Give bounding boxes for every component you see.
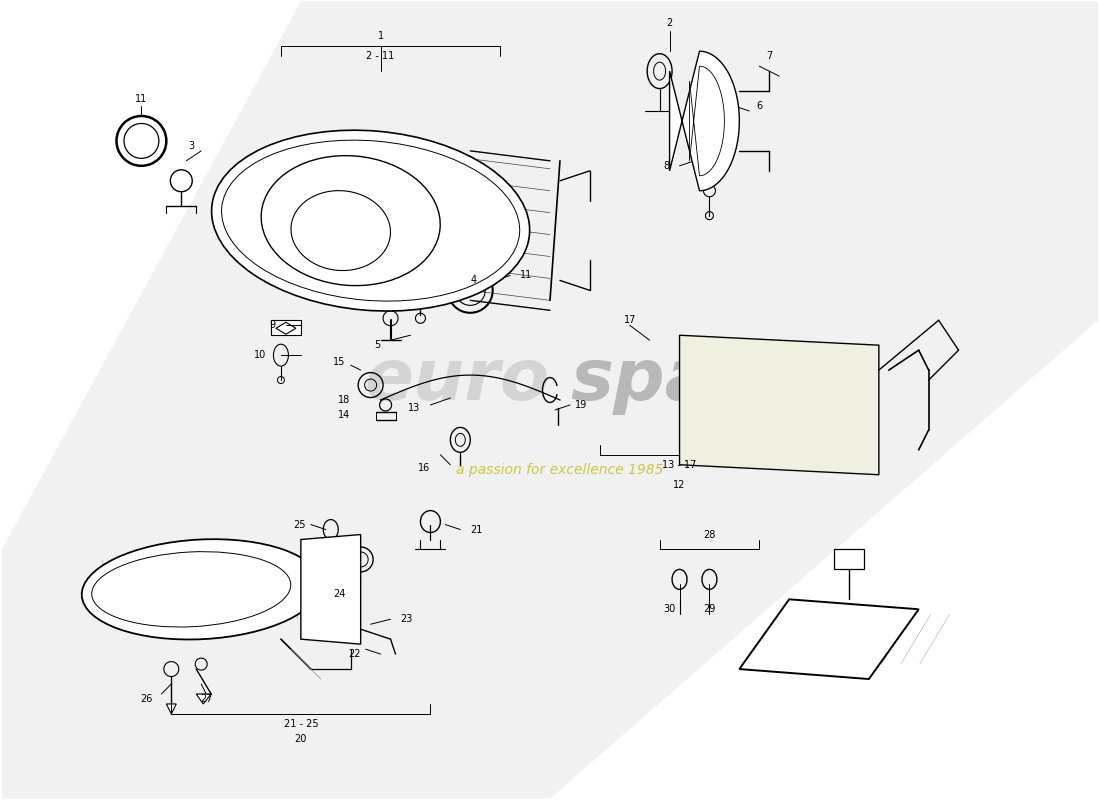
- Polygon shape: [301, 534, 361, 644]
- Text: 27: 27: [200, 694, 212, 704]
- Text: 29: 29: [703, 604, 716, 614]
- Text: 26: 26: [140, 694, 153, 704]
- Text: 28: 28: [703, 530, 716, 539]
- Text: 13 - 17: 13 - 17: [662, 460, 696, 470]
- Polygon shape: [271, 320, 301, 335]
- Text: 1: 1: [377, 31, 384, 42]
- Ellipse shape: [91, 552, 290, 627]
- Ellipse shape: [81, 539, 321, 639]
- Text: 4: 4: [471, 275, 476, 286]
- Text: 6: 6: [756, 101, 762, 111]
- Ellipse shape: [261, 156, 440, 286]
- Text: 10: 10: [254, 350, 266, 360]
- Polygon shape: [834, 550, 864, 570]
- Polygon shape: [690, 66, 725, 176]
- Text: 11: 11: [135, 94, 147, 104]
- Text: 21 - 25: 21 - 25: [284, 719, 318, 729]
- Text: euro: euro: [364, 346, 550, 414]
- Polygon shape: [196, 694, 211, 704]
- Text: 16: 16: [418, 462, 430, 473]
- Text: 9: 9: [270, 320, 276, 330]
- Ellipse shape: [211, 130, 530, 311]
- Text: 19: 19: [575, 400, 587, 410]
- Text: 7: 7: [766, 51, 772, 61]
- Ellipse shape: [292, 190, 390, 270]
- Text: 15: 15: [333, 357, 345, 367]
- Text: 13: 13: [408, 403, 420, 413]
- Text: 17: 17: [624, 315, 636, 326]
- Text: 23: 23: [400, 614, 412, 624]
- Text: 12: 12: [673, 480, 685, 490]
- Text: 14: 14: [339, 410, 351, 420]
- Text: spares: spares: [570, 346, 842, 414]
- Text: 18: 18: [339, 395, 351, 405]
- Text: 30: 30: [663, 604, 675, 614]
- Polygon shape: [739, 599, 918, 679]
- Text: a passion for excellence 1985: a passion for excellence 1985: [456, 462, 663, 477]
- Text: 11: 11: [520, 270, 532, 281]
- Text: 25: 25: [294, 519, 306, 530]
- Text: 22: 22: [349, 649, 361, 659]
- Polygon shape: [166, 704, 176, 714]
- Text: 5: 5: [374, 340, 381, 350]
- Text: 2: 2: [667, 18, 673, 28]
- Polygon shape: [276, 322, 296, 334]
- Polygon shape: [670, 51, 739, 190]
- Text: 21: 21: [471, 525, 483, 534]
- Text: 2 - 11: 2 - 11: [366, 51, 395, 61]
- Text: 24: 24: [333, 590, 345, 599]
- Text: 3: 3: [188, 141, 195, 151]
- Polygon shape: [680, 335, 879, 474]
- Ellipse shape: [221, 140, 519, 301]
- Text: 8: 8: [663, 161, 670, 171]
- Text: 20: 20: [295, 734, 307, 744]
